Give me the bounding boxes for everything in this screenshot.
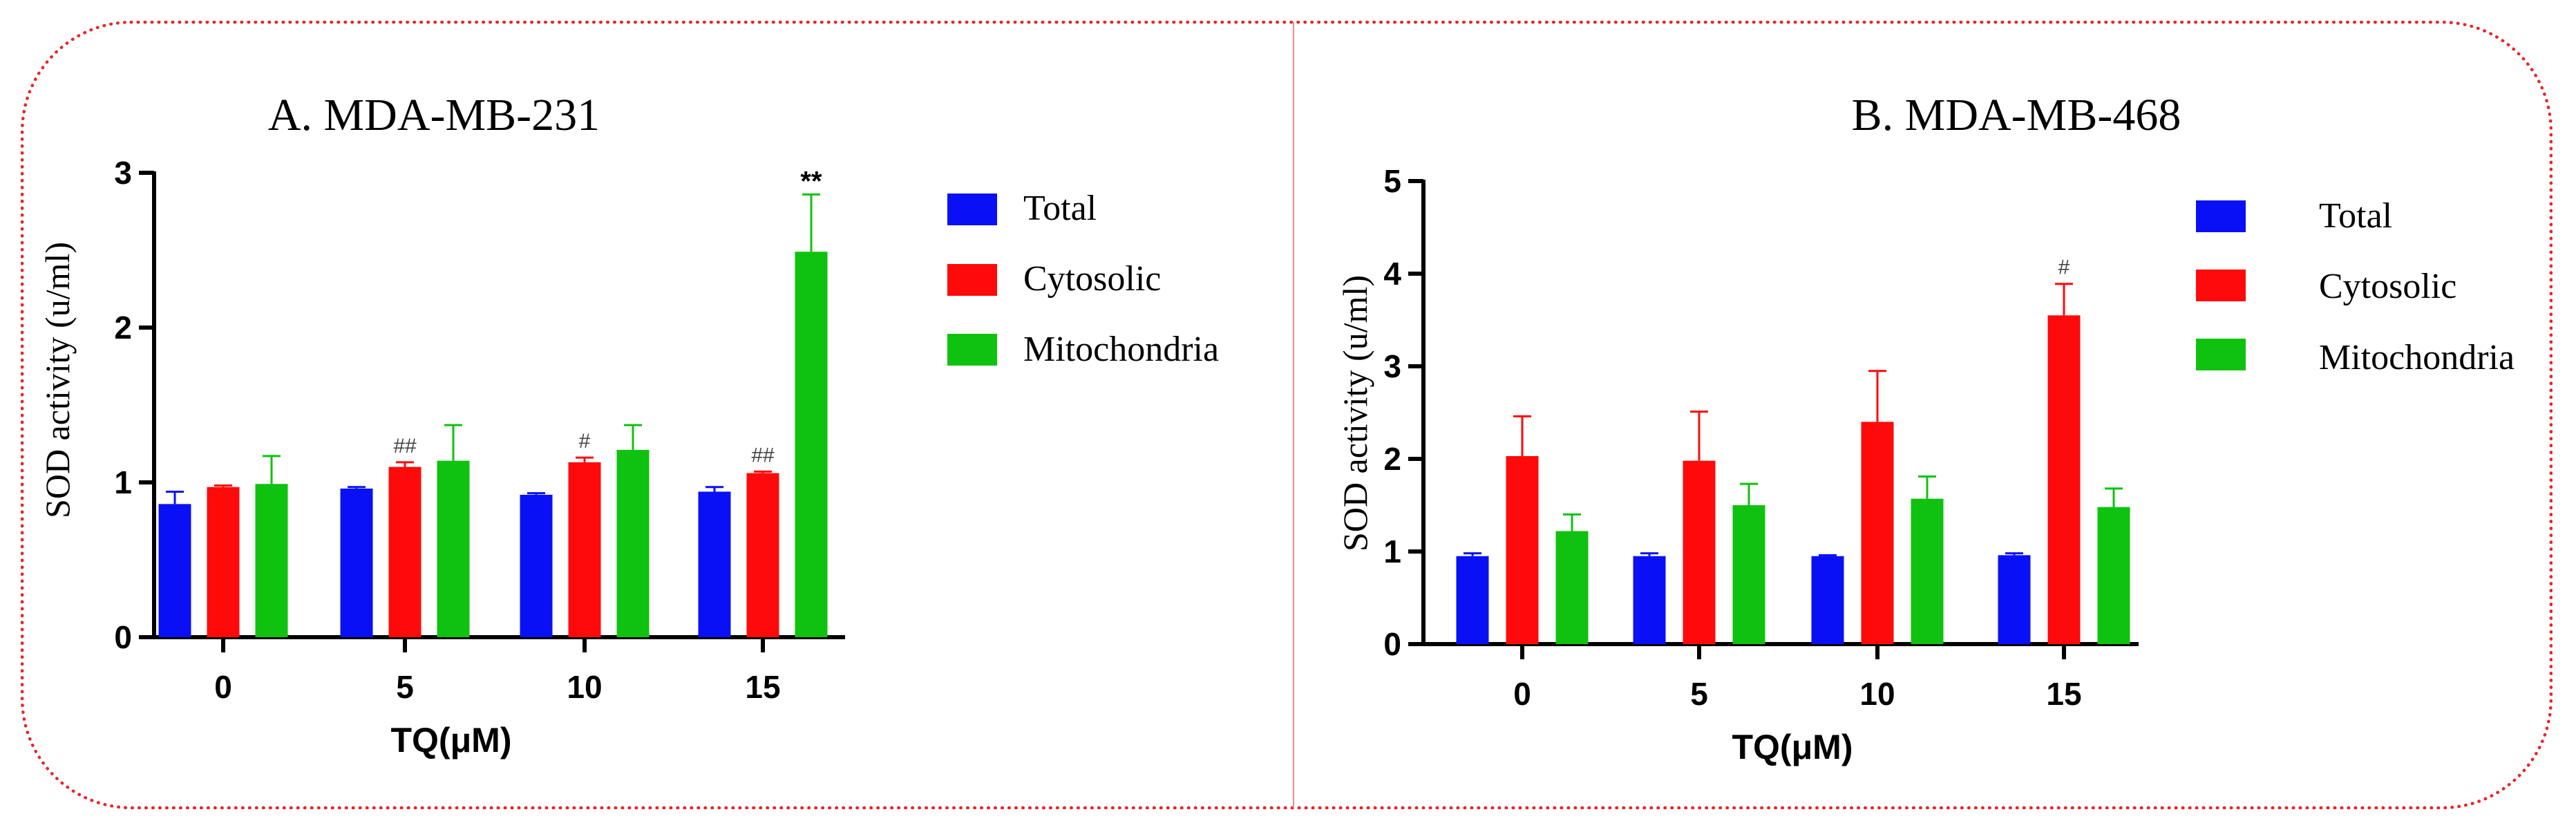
y-tick-label: 1 xyxy=(114,464,132,500)
bar-mitochondria xyxy=(1555,531,1589,644)
bar-total xyxy=(1633,556,1666,644)
bar-mitochondria xyxy=(1911,498,1944,644)
panel-b-x-axis-title: TQ(μM) xyxy=(1732,728,1853,766)
bar-total xyxy=(1998,555,2031,644)
significance-mark: # xyxy=(2058,256,2070,279)
bar-cytosolic xyxy=(1683,460,1716,644)
legend-label-mitochondria: Mitochondria xyxy=(1023,330,1219,369)
x-tick-label: 0 xyxy=(1513,676,1531,712)
significance-mark: ** xyxy=(800,166,822,196)
bar-cytosolic xyxy=(388,466,422,637)
legend-label-total: Total xyxy=(2319,196,2392,236)
legend-label-cytosolic: Cytosolic xyxy=(1023,259,1161,299)
legend-swatch-mitochondria xyxy=(2196,339,2246,370)
y-tick-label: 3 xyxy=(1383,348,1401,384)
significance-mark: ## xyxy=(751,444,775,466)
bar-total xyxy=(340,488,373,637)
bar-mitochondria xyxy=(255,484,288,637)
x-tick-label: 5 xyxy=(396,669,414,705)
panel-a-x-axis-title: TQ(μM) xyxy=(391,721,512,760)
significance-mark: # xyxy=(579,430,591,453)
bar-total xyxy=(1456,556,1489,644)
x-tick-label: 10 xyxy=(1859,676,1895,712)
bar-cytosolic xyxy=(207,487,240,637)
panel-divider xyxy=(1293,22,1294,808)
significance-mark: ## xyxy=(393,435,417,458)
bar-cytosolic xyxy=(1506,455,1539,644)
bar-total xyxy=(520,494,553,637)
bar-total xyxy=(698,491,731,637)
legend-swatch-cytosolic xyxy=(947,264,997,296)
bar-cytosolic xyxy=(568,462,601,637)
legend-label-mitochondria: Mitochondria xyxy=(2319,338,2515,377)
bar-total xyxy=(158,504,191,637)
panel-b-y-axis-title: SOD activity (u/ml) xyxy=(1336,275,1374,551)
y-tick-label: 4 xyxy=(1383,256,1401,292)
bar-mitochondria xyxy=(795,252,828,637)
y-tick-label: 1 xyxy=(1383,534,1401,569)
x-tick-label: 15 xyxy=(745,669,780,705)
y-tick-label: 2 xyxy=(114,310,132,346)
legend-swatch-mitochondria xyxy=(947,334,997,366)
bar-mitochondria xyxy=(616,449,650,637)
y-tick-label: 0 xyxy=(1383,626,1401,662)
y-tick-label: 2 xyxy=(1383,441,1401,477)
legend-swatch-cytosolic xyxy=(2196,270,2246,301)
bar-mitochondria xyxy=(1732,505,1765,644)
legend-swatch-total xyxy=(947,194,997,225)
y-tick-label: 3 xyxy=(114,155,132,191)
x-tick-label: 0 xyxy=(214,669,232,705)
legend-swatch-total xyxy=(2196,200,2246,232)
panel-b: B. MDA-MB-468 SOD activity (u/ml) TQ(μM)… xyxy=(1336,90,2515,766)
bar-total xyxy=(1811,556,1844,644)
x-tick-label: 10 xyxy=(567,669,602,705)
panel-b-title: B. MDA-MB-468 xyxy=(1852,90,2181,140)
x-tick-label: 5 xyxy=(1690,676,1708,712)
panel-a-legend: Total Cytosolic Mitochondria xyxy=(947,189,1219,369)
bar-mitochondria xyxy=(437,460,470,637)
panel-a-y-axis-title: SOD activity (u/ml) xyxy=(38,242,77,518)
panel-b-plot-area: 0 1 2 3 4 5 0 5 10 15 # xyxy=(1383,163,2139,712)
bar-cytosolic xyxy=(2047,315,2081,644)
y-tick-label: 0 xyxy=(114,619,132,655)
x-tick-label: 15 xyxy=(2046,676,2081,712)
y-tick-label: 5 xyxy=(1383,163,1401,199)
bar-cytosolic xyxy=(1861,422,1894,644)
bar-cytosolic xyxy=(746,473,779,637)
panel-a: A. MDA-MB-231 SOD activity (u/ml) TQ(μM)… xyxy=(38,90,1219,760)
panel-b-legend: Total Cytosolic Mitochondria xyxy=(2196,196,2515,377)
figure-frame xyxy=(21,21,2553,809)
legend-label-total: Total xyxy=(1023,189,1097,228)
legend-label-cytosolic: Cytosolic xyxy=(2319,267,2456,306)
panel-a-title: A. MDA-MB-231 xyxy=(268,90,600,140)
bar-mitochondria xyxy=(2097,507,2130,644)
